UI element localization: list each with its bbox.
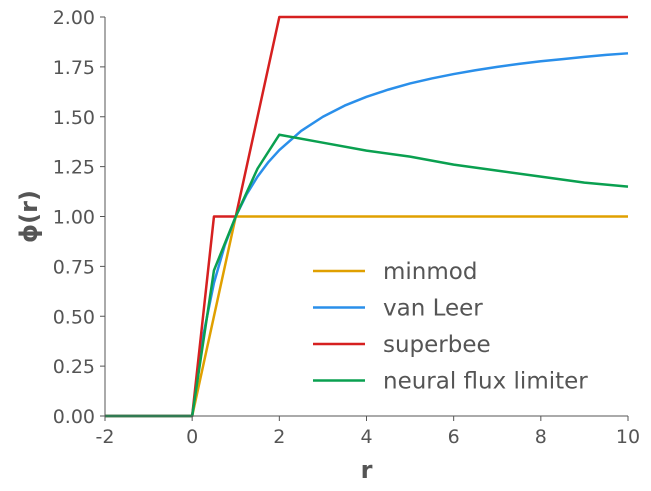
y-tick-label: 1.75: [53, 57, 95, 79]
x-axis-label: r: [361, 456, 373, 484]
x-tick-label: 2: [273, 426, 285, 448]
y-tick-label: 0.50: [53, 306, 95, 328]
legend-label: superbee: [383, 332, 491, 358]
legend: minmod van Leer superbee neural flux limite…: [313, 259, 588, 395]
y-tick-label: 0.00: [53, 406, 95, 428]
y-tick-label: 0.75: [53, 256, 95, 278]
series-line-neural-flux-limiter: [105, 133, 629, 418]
ticks-layer: -2 0 2 4 6 8 10 0.00 0.25 0.50 0.75 1.00 1.25 1.50 1.7…: [53, 7, 640, 448]
x-tick-label: 4: [360, 426, 372, 448]
x-tick-label: 0: [186, 426, 198, 448]
y-tick-label: 2.00: [53, 7, 95, 29]
legend-label: neural flux limiter: [383, 369, 588, 395]
x-tick-label: 8: [535, 426, 547, 448]
legend-label: minmod: [383, 259, 477, 285]
x-tick-label: 10: [616, 426, 640, 448]
x-tick-label: 6: [448, 426, 460, 448]
y-tick-label: 1.00: [53, 207, 95, 229]
y-axis-label: ϕ(r): [15, 190, 43, 243]
series-line-van-leer: [105, 52, 629, 418]
y-tick-label: 1.25: [53, 157, 95, 179]
y-tick-label: 0.25: [53, 356, 95, 378]
x-tick-label: -2: [96, 426, 115, 448]
series-layer: [105, 15, 629, 418]
legend-label: van Leer: [383, 296, 483, 322]
y-tick-label: 1.50: [53, 107, 95, 129]
